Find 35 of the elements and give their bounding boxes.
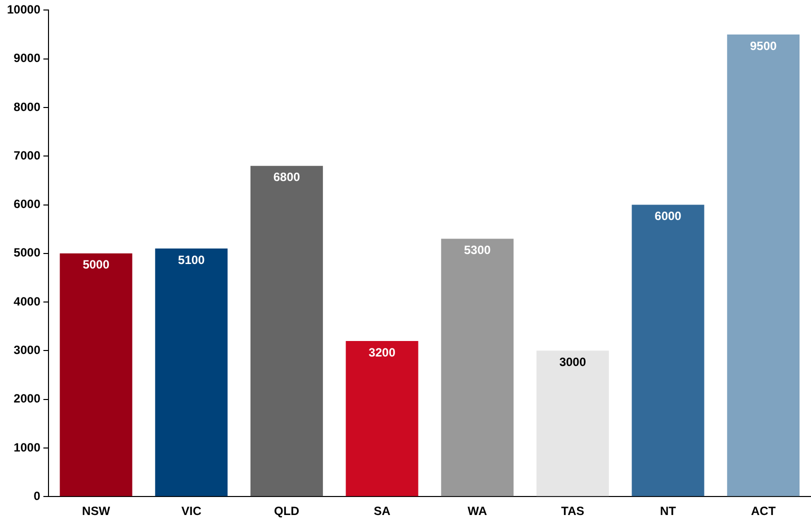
y-tick-label: 0 (34, 488, 41, 503)
bar (441, 238, 514, 496)
y-tick-label: 9000 (14, 51, 41, 66)
data-label: 6000 (654, 209, 682, 224)
y-tick-label: 2000 (14, 392, 41, 406)
data-label: 9500 (750, 38, 778, 53)
y-tick-label: 10000 (6, 2, 41, 17)
bar (155, 248, 228, 496)
bar (536, 350, 609, 496)
bar (60, 253, 132, 496)
bar (632, 204, 704, 496)
bar (250, 166, 323, 496)
data-label: 6800 (273, 170, 300, 184)
data-label: 5000 (82, 258, 110, 272)
x-tick-label: SA (374, 504, 391, 518)
x-tick-label: QLD (274, 504, 300, 518)
y-tick-label: 4000 (14, 294, 41, 308)
data-label: 5100 (178, 252, 206, 267)
bar (346, 340, 418, 496)
data-label: 5300 (464, 243, 492, 258)
x-tick-label: VIC (181, 504, 202, 518)
y-tick-label: 6000 (14, 197, 41, 212)
bar (727, 34, 800, 496)
data-label: 3200 (368, 345, 396, 360)
y-tick-label: 3000 (14, 342, 41, 357)
data-label: 3000 (559, 354, 586, 369)
x-tick-label: WA (468, 504, 488, 518)
y-tick-label: 1000 (14, 440, 41, 454)
y-tick-label: 8000 (14, 100, 41, 114)
x-tick-label: ACT (751, 504, 776, 518)
x-tick-label: NT (660, 504, 677, 518)
x-tick-label: TAS (561, 504, 584, 518)
y-tick-label: 5000 (14, 246, 41, 260)
x-tick-label: NSW (82, 504, 111, 518)
y-tick-label: 7000 (14, 148, 41, 162)
